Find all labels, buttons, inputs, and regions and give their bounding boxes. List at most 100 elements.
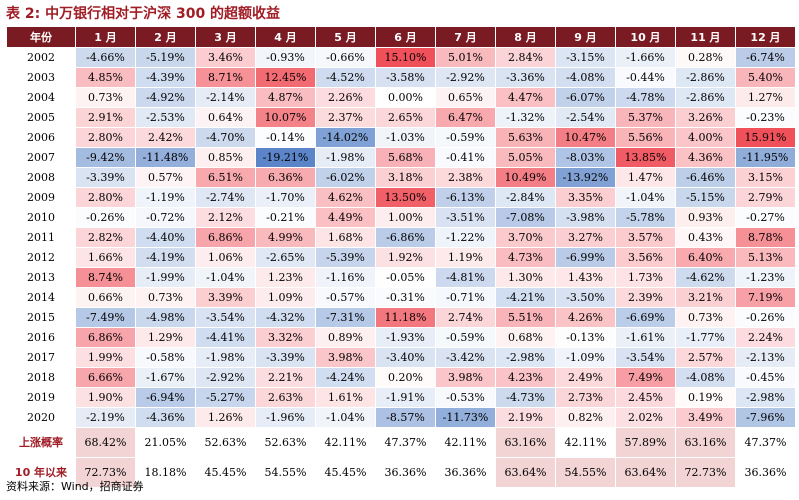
source-note: 资料来源：Wind，招商证券 bbox=[6, 480, 144, 493]
value-cell: 1.27% bbox=[735, 87, 796, 108]
value-cell: 3.15% bbox=[735, 167, 796, 188]
header-month: 10 月 bbox=[615, 26, 676, 48]
value-cell: -3.54% bbox=[195, 307, 256, 328]
value-cell: 1.06% bbox=[195, 247, 256, 268]
value-cell: -2.98% bbox=[735, 387, 796, 408]
value-cell: 5.63% bbox=[495, 127, 556, 148]
value-cell: -4.78% bbox=[615, 87, 676, 108]
value-cell: -1.70% bbox=[255, 187, 316, 208]
value-cell: -4.70% bbox=[195, 127, 256, 148]
value-cell: -0.05% bbox=[375, 267, 436, 288]
value-cell: 6.47% bbox=[435, 107, 496, 128]
value-cell: -0.53% bbox=[435, 387, 496, 408]
value-cell: -1.66% bbox=[615, 47, 676, 68]
value-cell: 1.47% bbox=[615, 167, 676, 188]
value-cell: 5.51% bbox=[495, 307, 556, 328]
value-cell: 4.62% bbox=[315, 187, 376, 208]
table-row: 2015 -7.49% -4.98% -3.54% -4.32% -7.31% 11.18%… bbox=[6, 307, 796, 328]
value-cell: 0.28% bbox=[675, 47, 736, 68]
table-row: 2003 4.85% -4.39% 8.71% 12.45% -4.52% -3.58% -2… bbox=[6, 67, 796, 88]
value-cell: 5.05% bbox=[495, 147, 556, 168]
table-row: 2010 -0.26% -0.72% 2.12% -0.21% 4.49% 1.00% -3.… bbox=[6, 207, 796, 228]
value-cell: -0.66% bbox=[315, 47, 376, 68]
value-cell: 0.20% bbox=[375, 367, 436, 388]
value-cell: 0.85% bbox=[195, 147, 256, 168]
value-cell: 2.82% bbox=[75, 227, 136, 248]
year-cell: 2002 bbox=[6, 47, 76, 68]
value-cell: -6.02% bbox=[315, 167, 376, 188]
value-cell: -3.39% bbox=[255, 347, 316, 368]
value-cell: 6.66% bbox=[75, 367, 136, 388]
value-cell: -3.54% bbox=[615, 347, 676, 368]
table-row: 2002 -4.66% -5.19% 3.46% -0.93% -0.66% 15.10% 5… bbox=[6, 47, 796, 68]
value-cell: -3.51% bbox=[435, 207, 496, 228]
value-cell: 5.13% bbox=[735, 247, 796, 268]
value-cell: 4.87% bbox=[255, 87, 316, 108]
value-cell: 0.66% bbox=[75, 287, 136, 308]
value-cell: 15.10% bbox=[375, 47, 436, 68]
header-month: 2 月 bbox=[135, 26, 196, 48]
table-row: 2013 8.74% -1.99% -1.04% 1.23% -1.16% -0.05% -4… bbox=[6, 267, 796, 288]
value-cell: 6.86% bbox=[75, 327, 136, 348]
value-cell: -13.92% bbox=[555, 167, 616, 188]
value-cell: 8.71% bbox=[195, 67, 256, 88]
stat-value-cell: 72.73% bbox=[75, 457, 136, 488]
value-cell: -0.13% bbox=[555, 327, 616, 348]
stat-value-cell: 52.63% bbox=[255, 427, 316, 458]
value-cell: -2.84% bbox=[495, 187, 556, 208]
value-cell: -0.45% bbox=[735, 367, 796, 388]
value-cell: -1.67% bbox=[135, 367, 196, 388]
value-cell: -0.59% bbox=[435, 127, 496, 148]
stat-label: 上涨概率 bbox=[6, 427, 76, 458]
year-cell: 2006 bbox=[6, 127, 76, 148]
value-cell: -4.36% bbox=[135, 407, 196, 428]
value-cell: -1.99% bbox=[135, 267, 196, 288]
value-cell: 1.66% bbox=[75, 247, 136, 268]
value-cell: 1.29% bbox=[135, 327, 196, 348]
table-row: 2007 -9.42% -11.48% 0.85% -19.21% -1.98% 5.68%… bbox=[6, 147, 796, 168]
value-cell: 10.47% bbox=[555, 127, 616, 148]
value-cell: -0.57% bbox=[315, 287, 376, 308]
value-cell: -1.93% bbox=[375, 327, 436, 348]
value-cell: 4.99% bbox=[255, 227, 316, 248]
table-row: 2020 -2.19% -4.36% 1.26% -1.96% -1.04% -8.57% -… bbox=[6, 407, 796, 428]
value-cell: 12.45% bbox=[255, 67, 316, 88]
value-cell: 2.24% bbox=[735, 327, 796, 348]
value-cell: -0.14% bbox=[255, 127, 316, 148]
value-cell: -2.53% bbox=[135, 107, 196, 128]
value-cell: -7.96% bbox=[735, 407, 796, 428]
value-cell: 2.57% bbox=[675, 347, 736, 368]
year-cell: 2020 bbox=[6, 407, 76, 428]
value-cell: -8.57% bbox=[375, 407, 436, 428]
value-cell: 0.65% bbox=[435, 87, 496, 108]
table-row: 2019 1.90% -6.94% -5.27% 2.63% 1.61% -1.91% -0.… bbox=[6, 387, 796, 408]
value-cell: 1.68% bbox=[315, 227, 376, 248]
value-cell: 8.74% bbox=[75, 267, 136, 288]
value-cell: -4.08% bbox=[675, 367, 736, 388]
value-cell: -2.14% bbox=[195, 87, 256, 108]
value-cell: -1.23% bbox=[735, 267, 796, 288]
value-cell: 13.50% bbox=[375, 187, 436, 208]
stat-row: 上涨概率 68.42% 21.05% 52.63% 52.63% 42.11% 47.37%… bbox=[6, 427, 796, 458]
stat-value-cell: 45.45% bbox=[195, 457, 256, 488]
value-cell: -4.32% bbox=[255, 307, 316, 328]
stat-value-cell: 57.89% bbox=[615, 427, 676, 458]
value-cell: -3.58% bbox=[375, 67, 436, 88]
year-cell: 2013 bbox=[6, 267, 76, 288]
value-cell: -1.22% bbox=[435, 227, 496, 248]
value-cell: 2.79% bbox=[735, 187, 796, 208]
stat-value-cell: 63.16% bbox=[675, 427, 736, 458]
value-cell: 4.47% bbox=[495, 87, 556, 108]
value-cell: -2.92% bbox=[195, 367, 256, 388]
value-cell: -14.02% bbox=[315, 127, 376, 148]
value-cell: -1.03% bbox=[375, 127, 436, 148]
stat-value-cell: 36.36% bbox=[375, 457, 436, 488]
header-month: 8 月 bbox=[495, 26, 556, 48]
stat-row: 10 年以来 72.73% 18.18% 45.45% 54.55% 45.45% 36.3… bbox=[6, 457, 796, 488]
value-cell: -1.61% bbox=[615, 327, 676, 348]
stat-label: 10 年以来 bbox=[6, 457, 76, 488]
header-month: 6 月 bbox=[375, 26, 436, 48]
value-cell: -1.32% bbox=[495, 107, 556, 128]
table-row: 2012 1.66% -4.19% 1.06% -2.65% -5.39% 1.92% 1.1… bbox=[6, 247, 796, 268]
